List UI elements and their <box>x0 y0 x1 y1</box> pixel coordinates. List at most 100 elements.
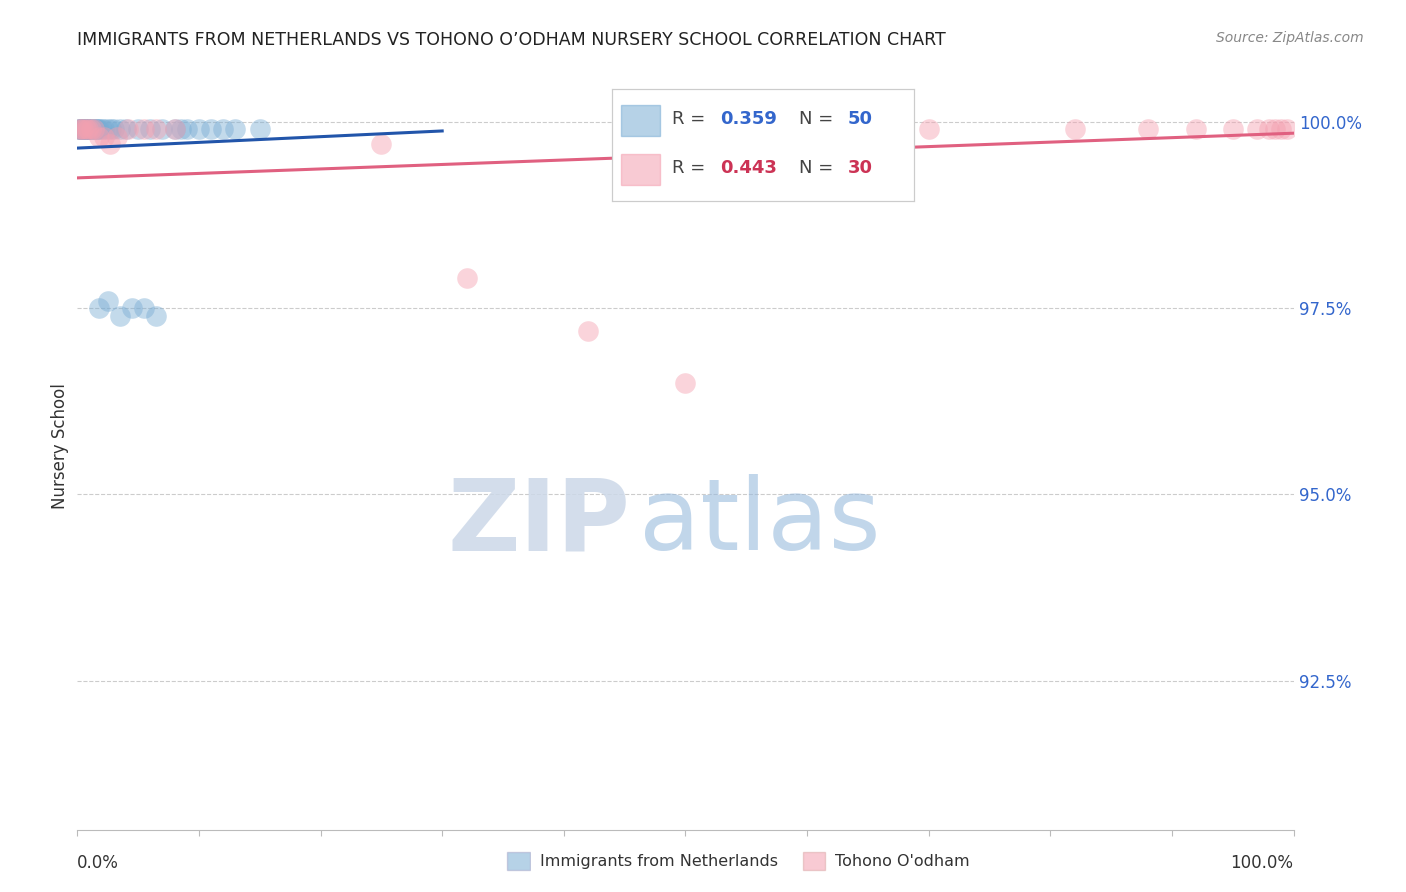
Point <box>1222 122 1244 136</box>
Point <box>103 122 125 136</box>
Point <box>163 122 186 136</box>
Point <box>675 376 697 390</box>
Point <box>127 122 149 136</box>
Point <box>1270 122 1292 136</box>
Point <box>80 122 103 136</box>
Point <box>224 122 246 136</box>
Text: 100.0%: 100.0% <box>1230 854 1294 871</box>
Point <box>170 122 193 136</box>
Point <box>70 122 93 136</box>
Point <box>97 293 120 308</box>
Point <box>576 324 599 338</box>
Text: 0.0%: 0.0% <box>77 854 120 871</box>
Bar <box>620 153 659 185</box>
Point <box>212 122 235 136</box>
Point <box>108 122 131 136</box>
Point <box>93 122 115 136</box>
Point <box>69 122 91 136</box>
Text: Immigrants from Netherlands: Immigrants from Netherlands <box>540 855 778 869</box>
Point <box>70 122 93 136</box>
Point <box>80 122 103 136</box>
Text: 30: 30 <box>848 160 872 178</box>
Point <box>69 122 91 136</box>
Point <box>67 122 90 136</box>
Bar <box>508 853 530 871</box>
Point <box>80 122 103 136</box>
Point <box>139 122 162 136</box>
Point <box>163 122 186 136</box>
Point <box>73 122 96 136</box>
Point <box>121 301 143 316</box>
Point <box>134 301 156 316</box>
Point <box>107 129 129 144</box>
Point <box>820 122 842 136</box>
Point <box>370 137 392 152</box>
Point <box>93 129 115 144</box>
Point <box>152 122 174 136</box>
Point <box>97 122 120 136</box>
Point <box>77 122 100 136</box>
Text: R =: R = <box>672 160 711 178</box>
Point <box>200 122 222 136</box>
Point <box>72 122 94 136</box>
Point <box>82 122 104 136</box>
Point <box>456 271 478 285</box>
Point <box>76 122 98 136</box>
Point <box>176 122 198 136</box>
Point <box>100 122 122 136</box>
Point <box>188 122 211 136</box>
Point <box>73 122 96 136</box>
Text: Source: ZipAtlas.com: Source: ZipAtlas.com <box>1216 31 1364 45</box>
Point <box>1277 122 1299 136</box>
Point <box>89 129 111 144</box>
Point <box>1136 122 1159 136</box>
Point <box>98 137 121 152</box>
Point <box>75 122 97 136</box>
Text: IMMIGRANTS FROM NETHERLANDS VS TOHONO O’ODHAM NURSERY SCHOOL CORRELATION CHART: IMMIGRANTS FROM NETHERLANDS VS TOHONO O’… <box>77 31 946 49</box>
Point <box>117 122 139 136</box>
Text: 50: 50 <box>848 111 872 128</box>
Point <box>90 122 112 136</box>
Point <box>87 122 110 136</box>
Text: atlas: atlas <box>640 475 880 571</box>
Point <box>70 122 93 136</box>
Point <box>134 122 156 136</box>
Point <box>1264 122 1286 136</box>
Point <box>72 122 94 136</box>
Point <box>1063 122 1085 136</box>
Point <box>145 309 167 323</box>
Point <box>145 122 167 136</box>
Point <box>75 122 97 136</box>
Point <box>70 122 93 136</box>
Point <box>79 122 101 136</box>
Text: 0.443: 0.443 <box>720 160 778 178</box>
Point <box>70 122 93 136</box>
Bar <box>620 104 659 136</box>
Y-axis label: Nursery School: Nursery School <box>51 383 69 509</box>
Point <box>77 122 100 136</box>
Text: N =: N = <box>799 160 839 178</box>
Point <box>83 122 105 136</box>
Point <box>89 301 111 316</box>
Point <box>918 122 941 136</box>
Point <box>77 122 100 136</box>
Point <box>67 122 90 136</box>
Text: 0.359: 0.359 <box>720 111 778 128</box>
Text: ZIP: ZIP <box>449 475 631 571</box>
Point <box>72 122 94 136</box>
Point <box>89 122 111 136</box>
Bar <box>803 853 825 871</box>
Point <box>1246 122 1268 136</box>
Point <box>1258 122 1281 136</box>
Text: R =: R = <box>672 111 711 128</box>
Text: N =: N = <box>799 111 839 128</box>
Point <box>108 309 131 323</box>
Text: Tohono O'odham: Tohono O'odham <box>835 855 970 869</box>
Point <box>84 122 107 136</box>
Point <box>86 122 108 136</box>
Point <box>83 122 105 136</box>
Point <box>249 122 271 136</box>
Point <box>1185 122 1208 136</box>
Point <box>115 122 138 136</box>
Point <box>75 122 97 136</box>
